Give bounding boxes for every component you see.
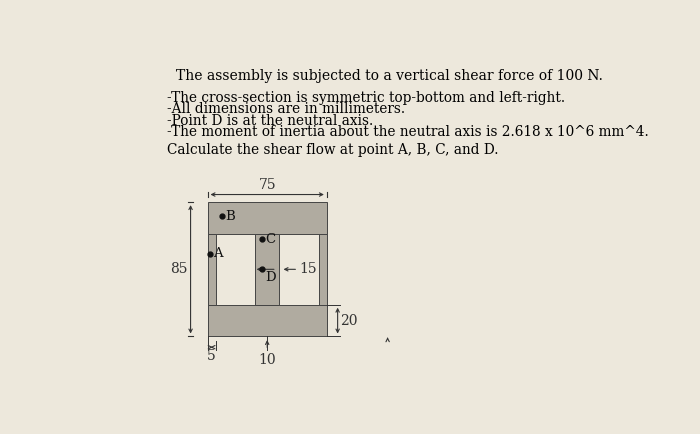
Text: B: B xyxy=(225,210,235,223)
Text: -The moment of inertia about the neutral axis is 2.618 x 10^6 mm^4.: -The moment of inertia about the neutral… xyxy=(167,125,649,139)
Text: 85: 85 xyxy=(170,262,188,276)
Text: 5: 5 xyxy=(207,349,216,364)
Text: -The cross-section is symmetric top-bottom and left-right.: -The cross-section is symmetric top-bott… xyxy=(167,91,566,105)
Text: 20: 20 xyxy=(340,314,358,328)
Text: 10: 10 xyxy=(258,352,276,367)
Bar xyxy=(208,234,216,305)
Text: D: D xyxy=(265,271,275,284)
Text: C: C xyxy=(265,233,275,246)
Text: -Point D is at the neutral axis.: -Point D is at the neutral axis. xyxy=(167,114,374,128)
Text: A: A xyxy=(213,247,223,260)
Bar xyxy=(256,234,279,305)
Text: -All dimensions are in millimeters.: -All dimensions are in millimeters. xyxy=(167,102,405,116)
Bar xyxy=(208,202,327,234)
Text: 15: 15 xyxy=(300,262,317,276)
Bar xyxy=(318,234,327,305)
Text: The assembly is subjected to a vertical shear force of 100 N.: The assembly is subjected to a vertical … xyxy=(176,69,603,83)
Text: 75: 75 xyxy=(258,178,276,192)
Text: Calculate the shear flow at point A, B, C, and D.: Calculate the shear flow at point A, B, … xyxy=(167,143,499,157)
Bar xyxy=(208,305,327,336)
